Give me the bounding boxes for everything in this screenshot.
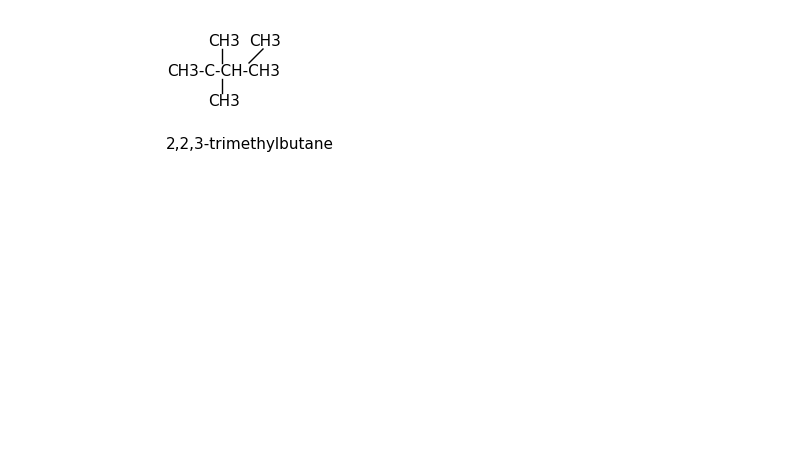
Text: CH3-C-CH-CH3: CH3-C-CH-CH3 xyxy=(167,63,280,79)
Text: CH3: CH3 xyxy=(208,93,240,109)
Text: 2,2,3-trimethylbutane: 2,2,3-trimethylbutane xyxy=(166,137,334,153)
Text: CH3: CH3 xyxy=(208,34,240,48)
Text: CH3: CH3 xyxy=(249,34,281,48)
